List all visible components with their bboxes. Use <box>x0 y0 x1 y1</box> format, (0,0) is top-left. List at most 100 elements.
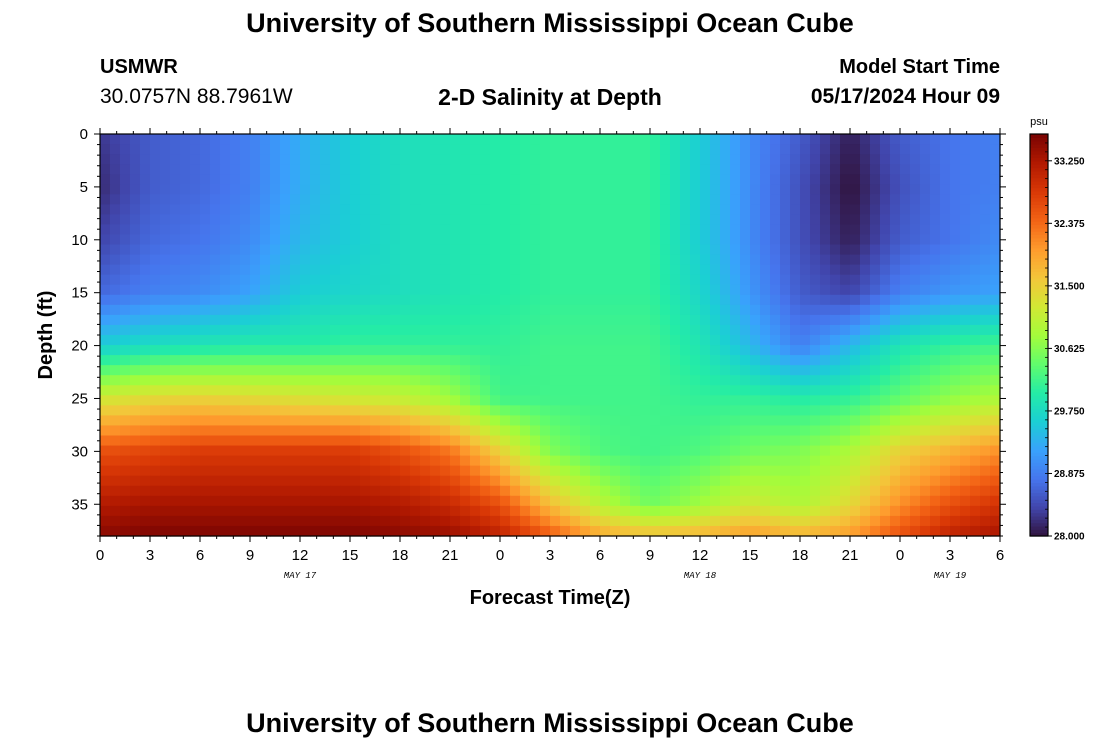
heatmap-cell <box>390 335 401 346</box>
heatmap-cell <box>160 455 171 467</box>
heatmap-cell <box>250 465 261 477</box>
heatmap-cell <box>760 284 771 296</box>
heatmap-cell <box>180 294 191 306</box>
heatmap-cell <box>110 174 121 185</box>
heatmap-cell <box>840 385 851 396</box>
heatmap-cell <box>260 515 271 527</box>
heatmap-cell <box>650 264 661 276</box>
heatmap-cell <box>550 164 561 175</box>
heatmap-cell <box>890 244 901 256</box>
heatmap-cell <box>100 525 111 537</box>
heatmap-cell <box>260 204 271 215</box>
heatmap-cell <box>810 375 821 386</box>
heatmap-cell <box>740 495 751 507</box>
heatmap-cell <box>240 204 251 215</box>
colorbar-segment <box>1030 338 1048 343</box>
heatmap-cell <box>720 184 731 195</box>
colorbar-tick-label: 28.875 <box>1054 469 1085 480</box>
heatmap-cell <box>300 254 311 266</box>
heatmap-cell <box>610 264 621 276</box>
heatmap-cell <box>560 164 571 175</box>
heatmap-cell <box>460 284 471 296</box>
heatmap-cell <box>120 425 131 437</box>
colorbar-segment <box>1030 284 1048 289</box>
heatmap-cell <box>280 385 291 396</box>
heatmap-cell <box>960 174 971 185</box>
heatmap-cell <box>780 284 791 296</box>
heatmap-cell <box>550 485 561 497</box>
heatmap-cell <box>790 505 801 517</box>
station-coordinates: 30.0757N 88.7961W <box>100 85 293 108</box>
heatmap-cell <box>450 405 461 416</box>
heatmap-cell <box>510 465 521 477</box>
heatmap-cell <box>850 335 861 346</box>
heatmap-cell <box>160 214 171 226</box>
heatmap-cell <box>930 154 941 165</box>
heatmap-cell <box>840 274 851 286</box>
heatmap-cell <box>710 294 721 306</box>
heatmap-cell <box>290 214 301 226</box>
heatmap-cell <box>350 134 361 145</box>
heatmap-cell <box>240 475 251 487</box>
heatmap-cell <box>800 284 811 296</box>
heatmap-cell <box>220 335 231 346</box>
heatmap-cell <box>160 495 171 507</box>
heatmap-cell <box>630 184 641 195</box>
heatmap-cell <box>540 294 551 306</box>
heatmap-cell <box>330 375 341 386</box>
heatmap-cell <box>130 385 141 396</box>
heatmap-cell <box>790 465 801 477</box>
heatmap-cell <box>510 174 521 185</box>
heatmap-cell <box>370 144 381 155</box>
heatmap-cell <box>380 425 391 437</box>
x-tick-label: 3 <box>946 547 954 564</box>
heatmap-cell <box>280 495 291 507</box>
heatmap-cell <box>700 485 711 497</box>
heatmap-cell <box>320 304 331 316</box>
heatmap-cell <box>470 294 481 306</box>
heatmap-cell <box>620 435 631 447</box>
heatmap-cell <box>340 184 351 195</box>
heatmap-cell <box>990 475 1001 487</box>
heatmap-cell <box>370 475 381 487</box>
heatmap-cell <box>880 375 891 386</box>
heatmap-cell <box>820 204 831 215</box>
heatmap-cell <box>520 445 531 457</box>
heatmap-cell <box>190 405 201 416</box>
heatmap-cell <box>410 485 421 497</box>
heatmap-cell <box>900 204 911 215</box>
heatmap-cell <box>940 425 951 437</box>
heatmap-cell <box>200 465 211 477</box>
heatmap-cell <box>140 164 151 175</box>
heatmap-cell <box>260 134 271 145</box>
heatmap-cell <box>650 294 661 306</box>
heatmap-cell <box>220 425 231 437</box>
heatmap-cell <box>790 515 801 527</box>
heatmap-cell <box>890 465 901 477</box>
heatmap-cell <box>290 375 301 386</box>
heatmap-cell <box>150 345 161 356</box>
heatmap-cell <box>230 415 241 427</box>
heatmap-cell <box>470 184 481 195</box>
heatmap-cell <box>500 264 511 276</box>
heatmap-cell <box>100 244 111 256</box>
heatmap-cell <box>570 505 581 517</box>
heatmap-cell <box>620 214 631 226</box>
heatmap-cell <box>940 455 951 467</box>
heatmap-cell <box>610 234 621 246</box>
colorbar-tick-label: 30.625 <box>1054 344 1085 355</box>
heatmap-cell <box>190 345 201 356</box>
heatmap-cell <box>390 405 401 416</box>
heatmap-cell <box>170 134 181 145</box>
heatmap-cell <box>950 304 961 316</box>
heatmap-cell <box>950 144 961 155</box>
heatmap-cell <box>640 174 651 185</box>
heatmap-cell <box>230 154 241 165</box>
colorbar-segment <box>1030 278 1048 282</box>
heatmap-cell <box>610 254 621 266</box>
heatmap-cell <box>760 445 771 457</box>
heatmap-cell <box>680 395 691 406</box>
heatmap-cell <box>510 294 521 306</box>
heatmap-cell <box>720 395 731 406</box>
heatmap-cell <box>490 284 501 296</box>
